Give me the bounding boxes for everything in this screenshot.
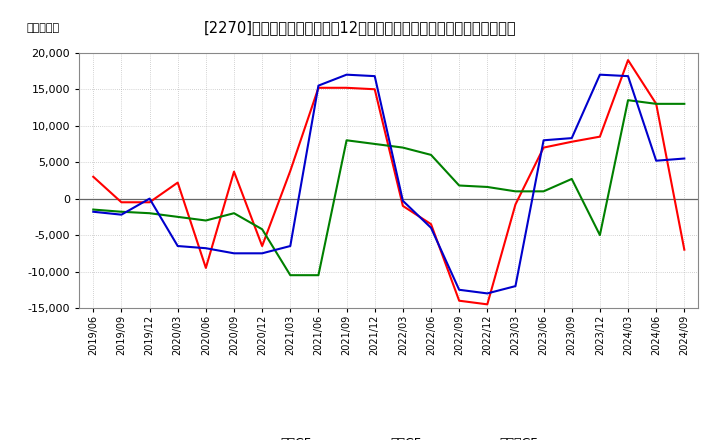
フリーCF <box>230 251 238 256</box>
フリーCF <box>652 158 660 163</box>
営業CF <box>399 203 408 209</box>
営業CF <box>483 302 492 307</box>
営業CF <box>145 200 154 205</box>
営業CF <box>117 200 126 205</box>
フリーCF <box>511 283 520 289</box>
投資CF <box>314 272 323 278</box>
営業CF <box>314 85 323 91</box>
営業CF <box>427 221 436 227</box>
フリーCF <box>342 72 351 77</box>
投資CF <box>342 138 351 143</box>
フリーCF <box>202 246 210 251</box>
投資CF <box>539 189 548 194</box>
フリーCF <box>89 209 98 214</box>
フリーCF <box>117 212 126 217</box>
Text: （百万円）: （百万円） <box>27 23 60 33</box>
Legend: 営業CF, 投資CF, フリーCF: 営業CF, 投資CF, フリーCF <box>235 432 543 440</box>
フリーCF <box>680 156 688 161</box>
投資CF <box>286 272 294 278</box>
投資CF <box>258 227 266 232</box>
投資CF <box>174 214 182 220</box>
営業CF <box>370 87 379 92</box>
営業CF <box>567 139 576 144</box>
フリーCF <box>174 243 182 249</box>
フリーCF <box>145 196 154 201</box>
営業CF <box>511 202 520 207</box>
フリーCF <box>370 73 379 79</box>
投資CF <box>680 101 688 106</box>
フリーCF <box>258 251 266 256</box>
投資CF <box>230 211 238 216</box>
営業CF <box>342 85 351 91</box>
投資CF <box>483 184 492 190</box>
投資CF <box>511 189 520 194</box>
投資CF <box>399 145 408 150</box>
フリーCF <box>595 72 604 77</box>
投資CF <box>145 211 154 216</box>
フリーCF <box>286 243 294 249</box>
投資CF <box>455 183 464 188</box>
営業CF <box>202 265 210 271</box>
投資CF <box>652 101 660 106</box>
フリーCF <box>455 287 464 293</box>
フリーCF <box>567 136 576 141</box>
投資CF <box>89 207 98 212</box>
フリーCF <box>539 138 548 143</box>
営業CF <box>174 180 182 185</box>
フリーCF <box>624 73 632 79</box>
営業CF <box>680 247 688 252</box>
営業CF <box>258 243 266 249</box>
営業CF <box>624 58 632 63</box>
フリーCF <box>483 291 492 296</box>
Text: [2270]　キャッシュフローの12か月移動合計の対前年同期増減額の推移: [2270] キャッシュフローの12か月移動合計の対前年同期増減額の推移 <box>204 20 516 35</box>
営業CF <box>286 168 294 173</box>
営業CF <box>539 145 548 150</box>
投資CF <box>427 152 436 158</box>
Line: フリーCF: フリーCF <box>94 75 684 293</box>
投資CF <box>202 218 210 223</box>
営業CF <box>652 101 660 106</box>
営業CF <box>455 298 464 303</box>
フリーCF <box>399 198 408 203</box>
営業CF <box>89 174 98 180</box>
投資CF <box>117 209 126 214</box>
フリーCF <box>427 225 436 231</box>
営業CF <box>230 169 238 174</box>
投資CF <box>595 232 604 238</box>
投資CF <box>370 141 379 147</box>
フリーCF <box>314 83 323 88</box>
Line: 投資CF: 投資CF <box>94 100 684 275</box>
投資CF <box>624 98 632 103</box>
営業CF <box>595 134 604 139</box>
投資CF <box>567 176 576 182</box>
Line: 営業CF: 営業CF <box>94 60 684 304</box>
